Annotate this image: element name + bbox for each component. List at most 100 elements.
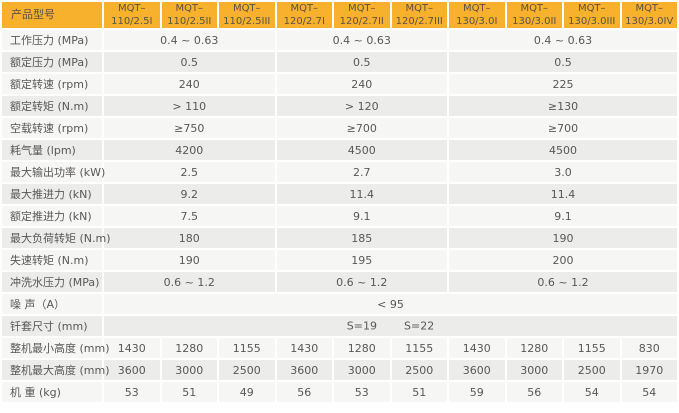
cell-value: 3600 [104,360,160,380]
row-label: 机 重 (kg) [2,382,102,402]
table-row: 额定推进力 (kN) 7.5 9.1 9.1 [2,206,677,226]
cell-value: > 110 [104,96,275,116]
cell-value: 11.4 [276,184,447,204]
header-model: MQT– 120/2.7II [334,2,390,28]
row-label: 工作压力 (MPa) [2,30,102,50]
cell-value: ≥700 [276,118,447,138]
cell-value: 0.5 [449,52,677,72]
cell-value: 4500 [449,140,677,160]
cell-value: S=19 S=22 [104,316,677,336]
cell-value: 830 [621,338,677,358]
cell-value: 3600 [449,360,505,380]
cell-value: 0.4 ~ 0.63 [104,30,275,50]
cell-value: ≥700 [449,118,677,138]
header-model: MQT– 120/2.7I [276,2,332,28]
cell-value: 1155 [391,338,447,358]
cell-value: 0.4 ~ 0.63 [449,30,677,50]
sleeve-size-value: S=22 [404,319,435,333]
cell-value: 56 [506,382,562,402]
cell-value: 190 [104,250,275,270]
cell-value: 2.7 [276,162,447,182]
row-label: 额定转矩 (N.m) [2,96,102,116]
header-model: MQT– 130/3.0II [506,2,562,28]
row-label: 最大推进力 (kN) [2,184,102,204]
cell-value: 1155 [564,338,620,358]
table-header: 产品型号 MQT– 110/2.5I MQT– 110/2.5II MQT– 110… [2,2,677,28]
cell-value: 2500 [219,360,275,380]
cell-value: 49 [219,382,275,402]
cell-value: 180 [104,228,275,248]
row-label: 额定压力 (MPa) [2,52,102,72]
cell-value: 240 [104,74,275,94]
row-label: 失速转矩 (N.m) [2,250,102,270]
header-model: MQT– 130/3.0I [449,2,505,28]
cell-value: 0.4 ~ 0.63 [276,30,447,50]
cell-value: 3000 [506,360,562,380]
table-row: 工作压力 (MPa) 0.4 ~ 0.63 0.4 ~ 0.63 0.4 ~ 0.63 [2,30,677,50]
header-model: MQT– 110/2.5II [161,2,217,28]
table-row: 整机最小高度 (mm) 1430 1280 1155 1430 1280 1155 1430 1… [2,338,677,358]
header-model: MQT– 110/2.5III [219,2,275,28]
cell-value: 0.5 [276,52,447,72]
table-row: 噪 声（A） < 95 [2,294,677,314]
cell-value: 200 [449,250,677,270]
cell-value: 7.5 [104,206,275,226]
cell-value: 51 [391,382,447,402]
cell-value: 0.6 ~ 1.2 [104,272,275,292]
cell-value: > 120 [276,96,447,116]
cell-value: 3600 [276,360,332,380]
cell-value: 0.6 ~ 1.2 [276,272,447,292]
cell-value: 53 [334,382,390,402]
table-row: 最大推进力 (kN) 9.2 11.4 11.4 [2,184,677,204]
table-body: 工作压力 (MPa) 0.4 ~ 0.63 0.4 ~ 0.63 0.4 ~ 0.63… [2,30,677,402]
table-row: 失速转矩 (N.m) 190 195 200 [2,250,677,270]
table-row: 额定压力 (MPa) 0.5 0.5 0.5 [2,52,677,72]
cell-value: 56 [276,382,332,402]
cell-value: 9.1 [449,206,677,226]
cell-value: < 95 [104,294,677,314]
cell-value: 1280 [506,338,562,358]
table-row: 最大负荷转矩 (N.m) 180 185 190 [2,228,677,248]
cell-value: 54 [621,382,677,402]
cell-value: 195 [276,250,447,270]
cell-value: 59 [449,382,505,402]
table-row: 额定转矩 (N.m) > 110 > 120 ≥130 [2,96,677,116]
row-label: 噪 声（A） [2,294,102,314]
row-label: 整机最小高度 (mm) [2,338,110,358]
cell-value: 185 [276,228,447,248]
cell-value: 53 [104,382,160,402]
cell-value: 1430 [104,338,160,358]
table-row: 最大输出功率 (kW) 2.5 2.7 3.0 [2,162,677,182]
cell-value: 2.5 [104,162,275,182]
table-row: 空载转速 (rpm) ≥750 ≥700 ≥700 [2,118,677,138]
cell-value: 2500 [391,360,447,380]
cell-value: 240 [276,74,447,94]
cell-value: 51 [161,382,217,402]
cell-value: 3.0 [449,162,677,182]
cell-value: 4200 [104,140,275,160]
cell-value: 190 [449,228,677,248]
cell-value: 9.1 [276,206,447,226]
cell-value: ≥130 [449,96,677,116]
row-label: 耗气量 (lpm) [2,140,102,160]
table-row: 机 重 (kg) 53 51 49 56 53 51 59 56 54 54 [2,382,677,402]
row-label: 最大负荷转矩 (N.m) [2,228,111,248]
row-label: 最大输出功率 (kW) [2,162,105,182]
cell-value: 54 [564,382,620,402]
cell-value: 1155 [219,338,275,358]
cell-value: ≥750 [104,118,275,138]
header-model: MQT– 130/3.0IV [621,2,677,28]
row-label: 空载转速 (rpm) [2,118,102,138]
cell-value: 4500 [276,140,447,160]
cell-value: 2500 [564,360,620,380]
table-row: 整机最大高度 (mm) 3600 3000 2500 3600 3000 2500 3600 3… [2,360,677,380]
table-row: 额定转速 (rpm) 240 240 225 [2,74,677,94]
row-label: 钎套尺寸 (mm) [2,316,102,336]
row-label: 冲洗水压力 (MPa) [2,272,102,292]
cell-value: 1280 [334,338,390,358]
cell-value: 1430 [449,338,505,358]
cell-value: 11.4 [449,184,677,204]
sleeve-size-value: S=19 [346,319,377,333]
table-row: 耗气量 (lpm) 4200 4500 4500 [2,140,677,160]
cell-value: 3000 [161,360,217,380]
